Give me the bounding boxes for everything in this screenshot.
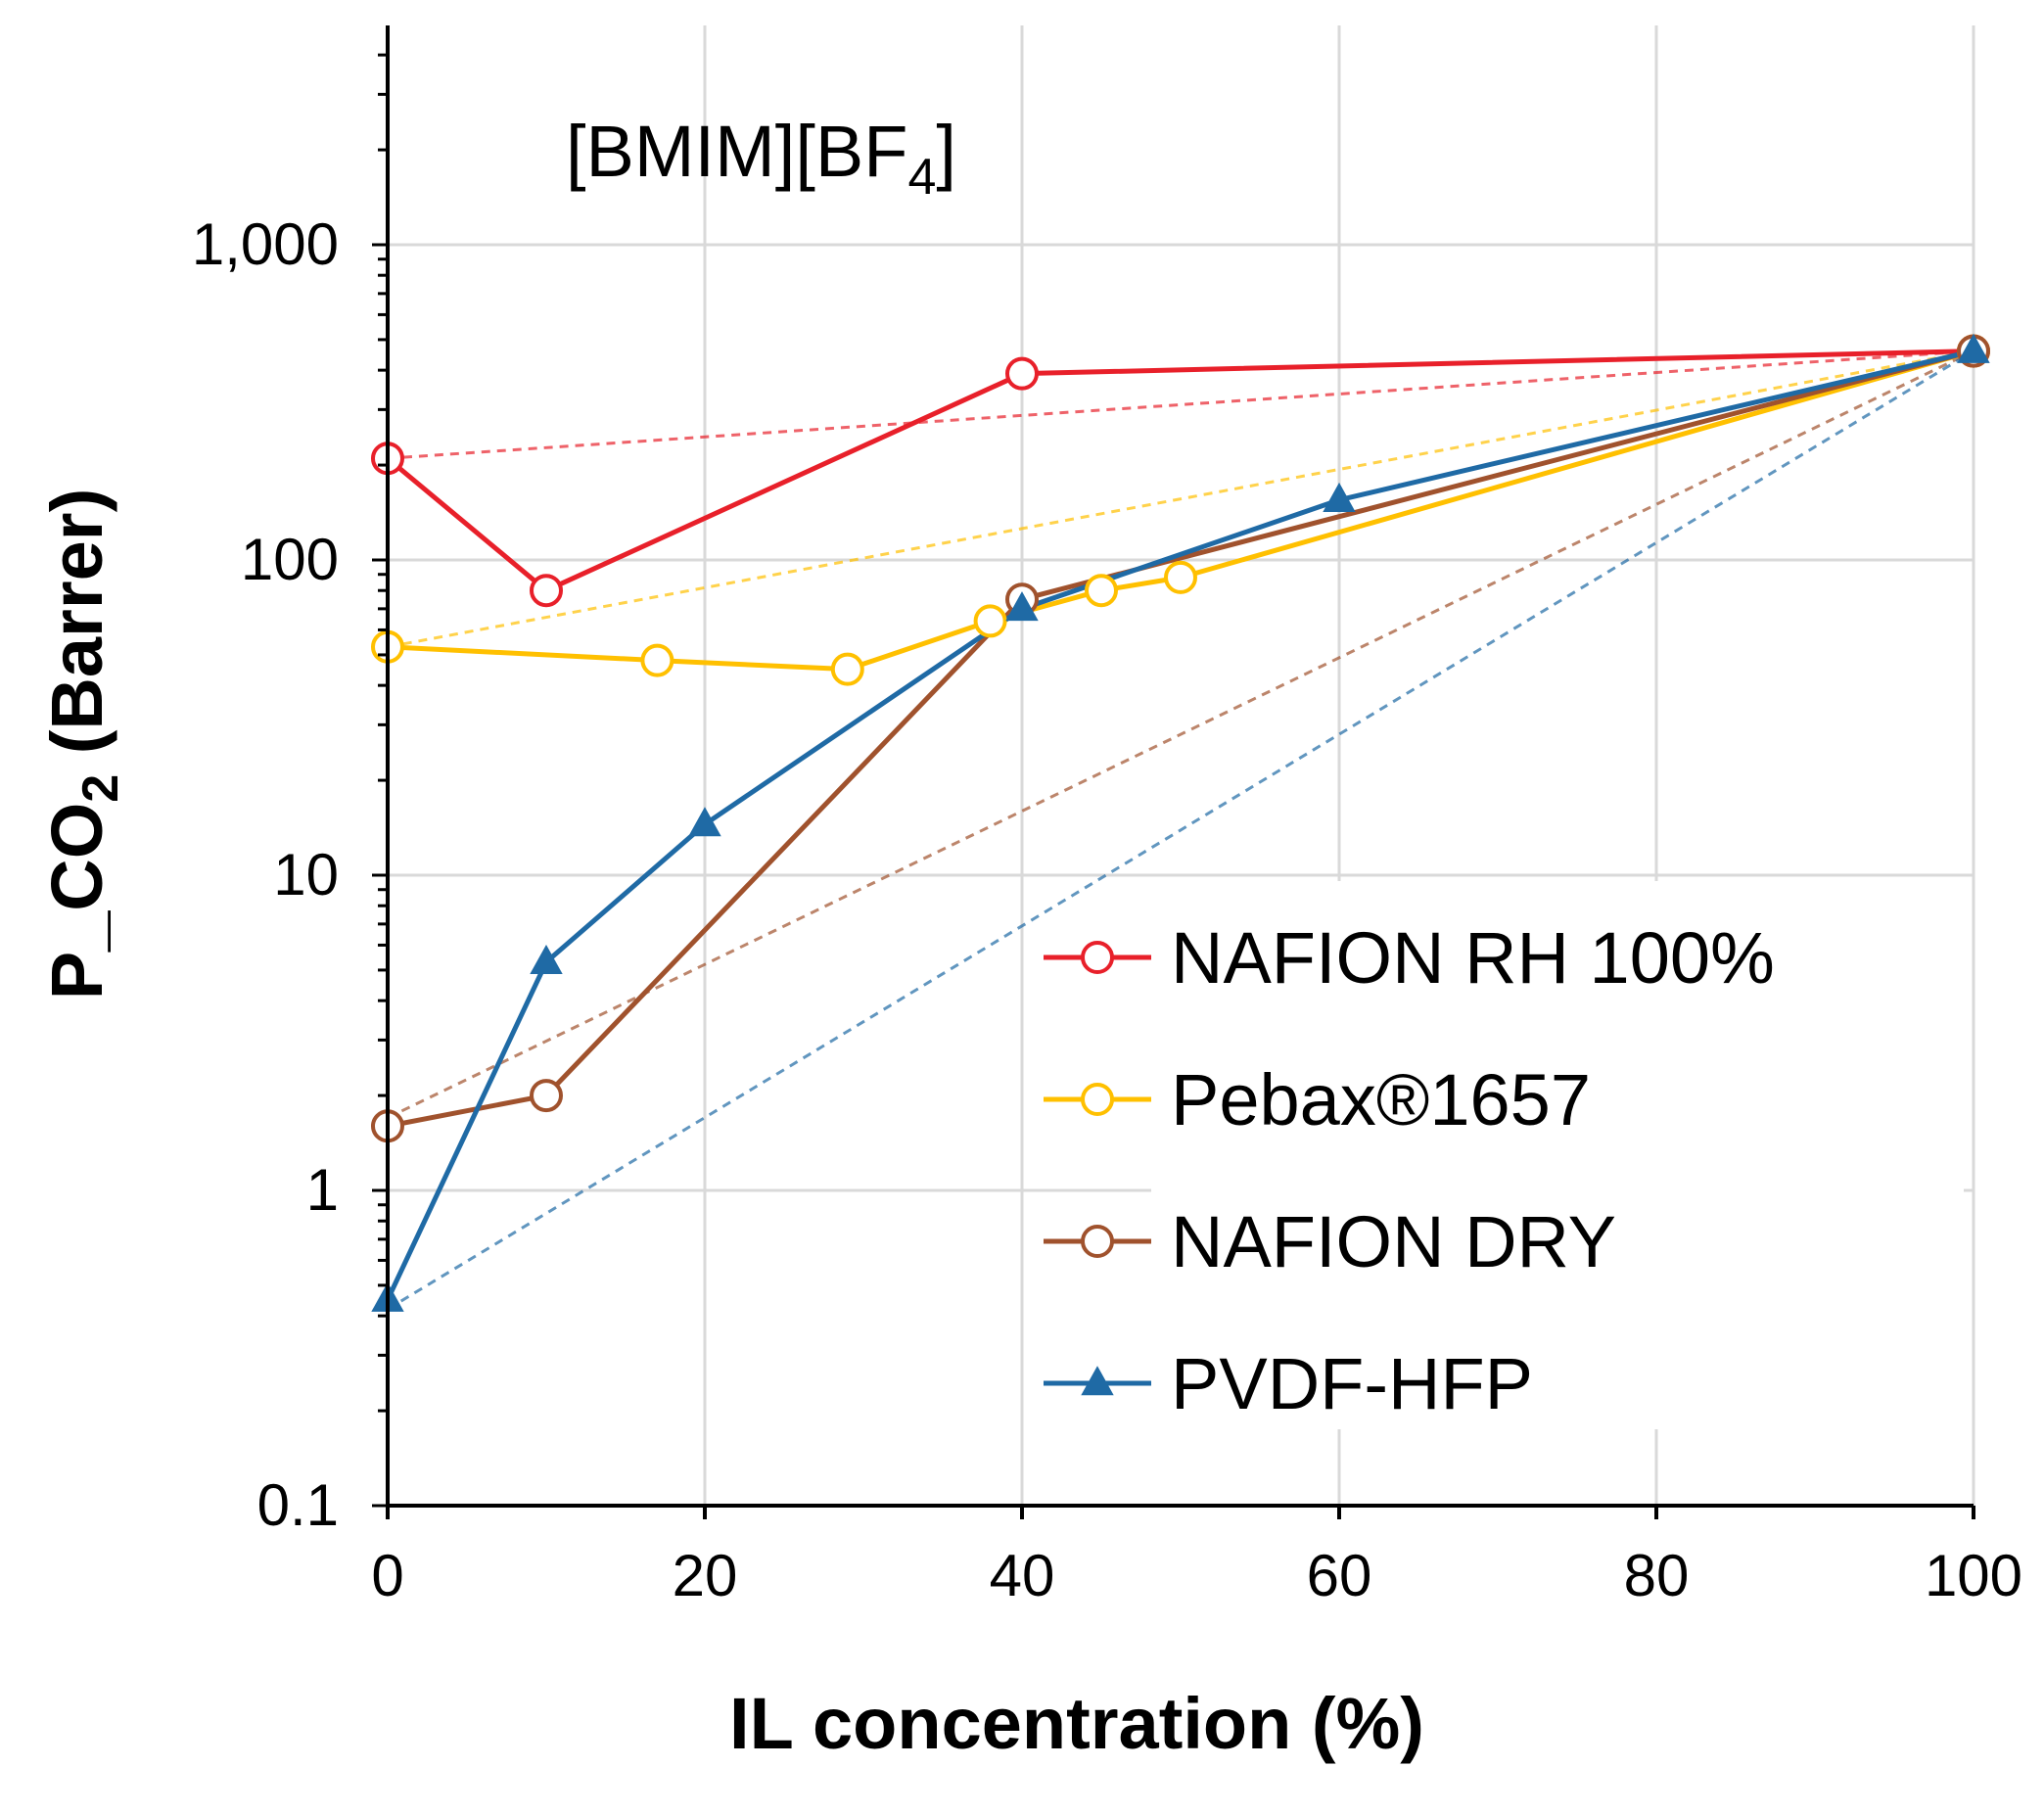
- series-line: [386, 349, 1974, 593]
- trend-line: [387, 349, 1974, 1311]
- data-point-marker: [1085, 574, 1118, 608]
- legend-label: NAFION DRY: [1171, 1201, 1616, 1282]
- data-point-marker: [1081, 1366, 1114, 1396]
- y-axis-title-main: P_CO: [36, 803, 117, 1000]
- x-tick-label: 0: [371, 1543, 403, 1608]
- data-point-marker: [530, 1079, 563, 1113]
- legend-label: Pebax®1657: [1171, 1059, 1591, 1140]
- data-point-marker: [1081, 1225, 1114, 1258]
- x-tick-label: 100: [1925, 1543, 2022, 1608]
- data-point-marker: [830, 652, 864, 686]
- data-point-marker: [1957, 333, 1990, 363]
- x-tick-label: 80: [1624, 1543, 1690, 1608]
- data-point-marker: [640, 643, 674, 677]
- legend-item: NAFION DRY: [1044, 1201, 1616, 1282]
- y-tick-label: 10: [273, 842, 339, 907]
- legend: NAFION RH 100% Pebax®1657 NAFION DRY PVDF-H…: [1044, 917, 1775, 1424]
- legend-background: [1151, 881, 1964, 1429]
- series-lines: [371, 333, 1990, 1312]
- x-axis-title: IL concentration (%): [729, 1683, 1424, 1764]
- series-line: [385, 349, 1974, 1301]
- y-tick-label: 1: [306, 1157, 339, 1223]
- data-point-marker: [1005, 356, 1039, 391]
- y-tick-label: 0.1: [257, 1472, 339, 1538]
- annotation-subscript: 4: [907, 149, 936, 206]
- data-point-marker: [1081, 1083, 1114, 1116]
- annotation-main: [BMIM][BF: [566, 111, 907, 192]
- x-tick-label: 60: [1307, 1543, 1372, 1608]
- data-point-marker: [1323, 482, 1356, 512]
- trend-lines: [387, 349, 1974, 1311]
- legend-label: NAFION RH 100%: [1171, 917, 1775, 999]
- legend-item: NAFION RH 100%: [1044, 917, 1775, 999]
- data-point-marker: [530, 574, 563, 608]
- y-tick-label: 100: [241, 527, 339, 592]
- data-point-marker: [1005, 591, 1039, 622]
- data-point-marker: [973, 604, 1007, 638]
- x-tick-label: 20: [673, 1543, 738, 1608]
- data-point-marker: [688, 807, 721, 837]
- trend-line: [387, 349, 1974, 649]
- legend-item: Pebax®1657: [1044, 1059, 1591, 1140]
- y-axis-title-subscript: 2: [72, 774, 129, 803]
- axes: [372, 25, 1975, 1519]
- trend-line: [387, 349, 1974, 1120]
- legend-box: [1151, 881, 1964, 1429]
- data-point-marker: [1081, 941, 1114, 974]
- y-tick-label: 1,000: [192, 211, 339, 277]
- series-line: [387, 349, 1974, 1129]
- y-axis-title-rest: (Barrer): [36, 488, 117, 774]
- chart-annotation: [BMIM][BF4]: [566, 111, 956, 206]
- x-tick-label: 40: [990, 1543, 1055, 1608]
- data-point-marker: [1164, 560, 1197, 594]
- data-point-marker: [530, 944, 563, 975]
- annotation-close: ]: [936, 111, 956, 192]
- tick-labels: 0 20 40 60 80 100 0.1 1 10 100 1,000: [192, 211, 2022, 1608]
- y-axis-title: P_CO2 (Barrer): [36, 488, 129, 1000]
- legend-label: PVDF-HFP: [1171, 1343, 1533, 1424]
- legend-item: PVDF-HFP: [1044, 1343, 1533, 1424]
